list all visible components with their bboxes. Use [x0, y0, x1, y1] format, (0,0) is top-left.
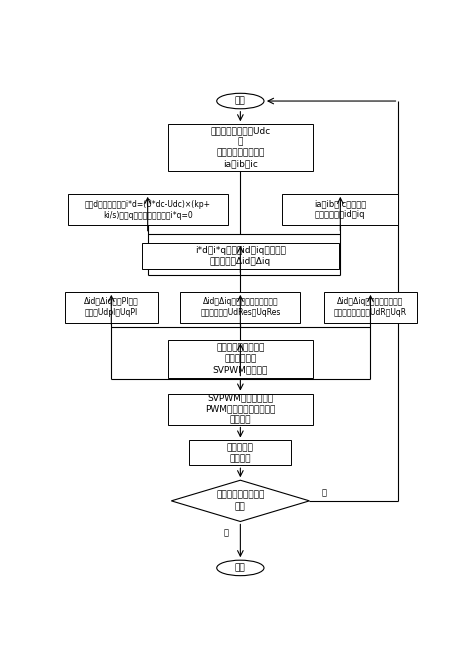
Text: 计算d轴电流参考值i*d=(Ū*dc-Udc)×(kp+
ki/s)，取q轴电流参考值为零i*q=0: 计算d轴电流参考值i*d=(Ū*dc-Udc)×(kp+ ki/s)，取q轴电流… [85, 199, 211, 220]
FancyBboxPatch shape [189, 440, 291, 465]
Text: 开始: 开始 [235, 96, 246, 106]
Text: Δid、Δiq经过谐振控制器补偿特
定次谐波得到UdRes、UqRes: Δid、Δiq经过谐振控制器补偿特 定次谐波得到UdRes、UqRes [200, 297, 280, 318]
FancyBboxPatch shape [68, 194, 227, 225]
Ellipse shape [217, 93, 264, 109]
Text: 结束: 结束 [235, 563, 246, 572]
FancyBboxPatch shape [168, 340, 313, 378]
Text: Δid、Δiq经过PI控制
器得到Udpl、UqPI: Δid、Δiq经过PI控制 器得到Udpl、UqPI [84, 297, 139, 318]
FancyBboxPatch shape [168, 124, 313, 171]
Text: Δid、Δiq经过重复控制器补
偿周期性扰动得到UdR、UqR: Δid、Δiq经过重复控制器补 偿周期性扰动得到UdR、UqR [334, 297, 407, 318]
Text: 逆变器输出
并网电流: 逆变器输出 并网电流 [227, 443, 254, 463]
FancyBboxPatch shape [282, 194, 399, 225]
Text: ia、ib、ic做三相旋
转变换，得到id、iq: ia、ib、ic做三相旋 转变换，得到id、iq [314, 199, 366, 219]
FancyBboxPatch shape [142, 243, 339, 269]
Text: i*d、i*q分别与id、iq做差，得
到电流差値Δid、Δiq: i*d、i*q分别与id、iq做差，得 到电流差値Δid、Δiq [195, 246, 286, 266]
Ellipse shape [217, 560, 264, 576]
FancyBboxPatch shape [181, 292, 300, 323]
FancyBboxPatch shape [324, 292, 417, 323]
Text: SVPWM调制程序产生
PWM调制波控制功率开关
器件动作: SVPWM调制程序产生 PWM调制波控制功率开关 器件动作 [205, 393, 276, 425]
Text: 将以上三种控制器结
果相加后送入
SVPWM调制程序: 将以上三种控制器结 果相加后送入 SVPWM调制程序 [212, 344, 268, 375]
Text: 检测直流母线电压Udc
和
逆变器输出三相电流
ia、ib、ic: 检测直流母线电压Udc 和 逆变器输出三相电流 ia、ib、ic [210, 127, 271, 169]
Text: 光伏发电系统出现故
障？: 光伏发电系统出现故 障？ [216, 491, 265, 511]
Polygon shape [171, 480, 310, 521]
FancyBboxPatch shape [65, 292, 158, 323]
FancyBboxPatch shape [168, 393, 313, 425]
Text: 是: 是 [223, 529, 228, 537]
Text: 否: 否 [321, 488, 326, 497]
